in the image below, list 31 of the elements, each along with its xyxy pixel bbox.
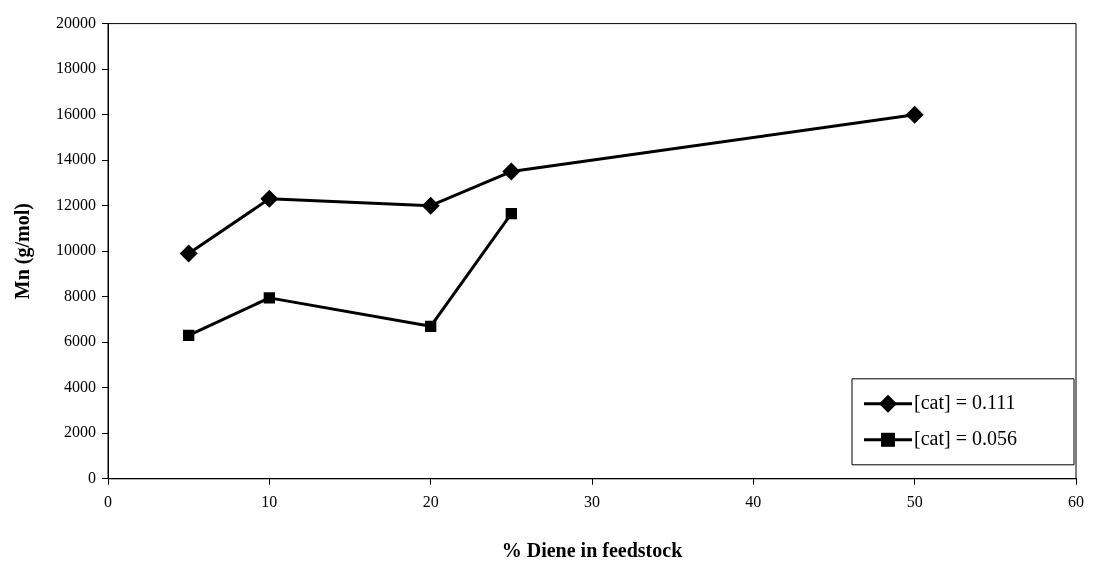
point <box>263 292 275 304</box>
y-tick-label: 8000 <box>64 286 96 304</box>
x-tick-label: 30 <box>584 492 600 510</box>
y-tick-label: 4000 <box>64 377 96 395</box>
x-axis-title: % Diene in feedstock <box>501 539 684 562</box>
y-tick-label: 20000 <box>56 13 96 31</box>
x-tick-label: 40 <box>745 492 762 510</box>
y-tick-label: 10000 <box>56 241 96 259</box>
x-tick-label: 20 <box>422 492 439 510</box>
legend-label: [cat] = 0.111 <box>914 391 1016 414</box>
point <box>179 244 198 263</box>
point <box>425 320 437 332</box>
x-tick-label: 10 <box>261 492 278 510</box>
point <box>905 105 924 124</box>
x-tick-label: 60 <box>1068 492 1084 510</box>
y-tick-label: 12000 <box>56 195 96 213</box>
y-tick-label: 16000 <box>56 104 96 122</box>
point <box>505 207 517 220</box>
point <box>260 189 279 208</box>
y-tick-label: 6000 <box>64 332 96 350</box>
y-tick-label: 18000 <box>56 59 96 77</box>
y-axis-title: Mn (g/mol) <box>11 203 35 300</box>
legend-label: [cat] = 0.056 <box>914 427 1017 450</box>
y-tick-label: 0 <box>88 469 96 486</box>
point <box>421 196 440 215</box>
x-tick-label: 0 <box>104 492 112 510</box>
x-tick-label: 50 <box>906 492 923 510</box>
y-tick-label: 14000 <box>56 150 96 168</box>
y-tick-label: 2000 <box>64 423 96 441</box>
point <box>183 329 195 342</box>
point <box>502 162 521 181</box>
